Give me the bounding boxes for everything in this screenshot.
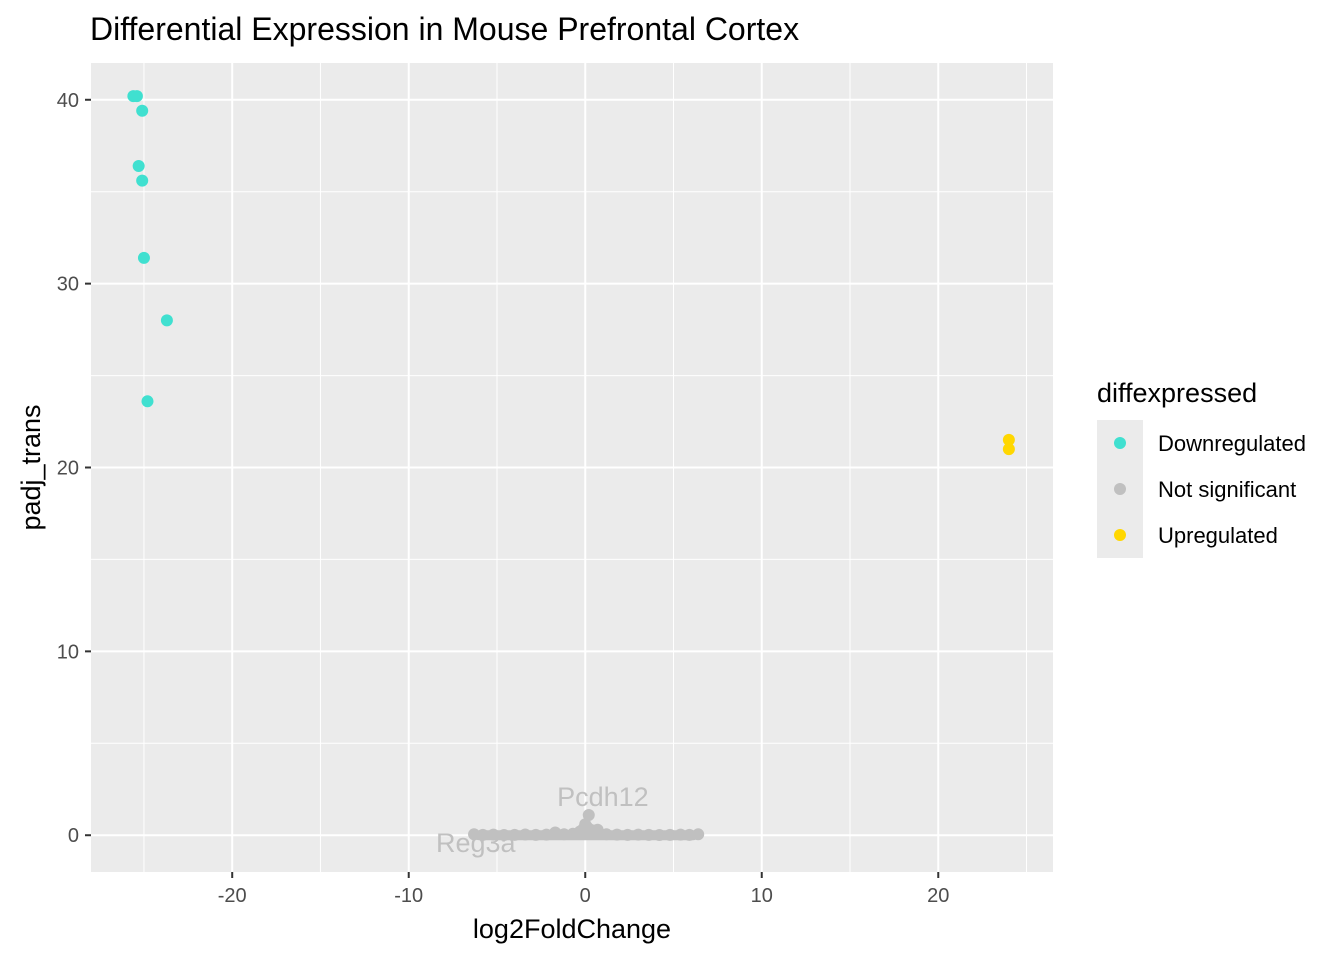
gene-label: Pcdh12 [557,782,649,812]
legend-entry: Downregulated [1114,431,1306,456]
legend-label: Not significant [1158,477,1296,502]
legend: diffexpressed Downregulated Not significa… [1097,378,1306,558]
legend-entry: Not significant [1114,477,1296,502]
y-tick-label: 40 [57,90,79,112]
legend-label: Upregulated [1158,523,1278,548]
data-points [127,90,1015,842]
x-tick-label: 0 [580,885,591,907]
y-axis: 0 10 20 30 40 [57,90,91,847]
gene-labels: Pcdh12 Reg3a [436,782,649,858]
data-point [160,314,173,327]
data-point [132,159,145,172]
major-gridlines [91,63,1053,872]
data-point [130,90,143,103]
legend-label: Downregulated [1158,431,1306,456]
x-axis-label: log2FoldChange [473,914,671,944]
data-point [137,251,150,264]
y-tick-label: 0 [68,825,79,847]
x-tick-label: 20 [927,885,949,907]
x-tick-label: -10 [394,885,423,907]
legend-swatch [1114,483,1126,495]
legend-swatch [1114,437,1126,449]
x-axis: -20 -10 0 10 20 [218,872,949,907]
not-significant-band [474,830,699,841]
data-point [1002,443,1015,456]
x-tick-label: -20 [218,885,247,907]
x-tick-label: 10 [751,885,773,907]
legend-entry: Upregulated [1114,523,1278,548]
series-upregulated [1002,433,1015,456]
chart-title: Differential Expression in Mouse Prefron… [90,11,799,47]
data-point [582,809,595,822]
series-downregulated [127,90,173,408]
y-tick-label: 30 [57,274,79,296]
data-point [1002,433,1015,446]
data-point [136,104,149,117]
legend-swatch [1114,529,1126,541]
y-axis-label: padj_trans [16,404,46,530]
data-point [136,174,149,187]
legend-title: diffexpressed [1097,378,1257,408]
legend-entries: Downregulated Not significant Upregulated [1114,431,1306,548]
y-tick-label: 20 [57,458,79,480]
gene-label: Reg3a [436,828,517,858]
data-point [141,395,154,408]
y-tick-label: 10 [57,641,79,663]
